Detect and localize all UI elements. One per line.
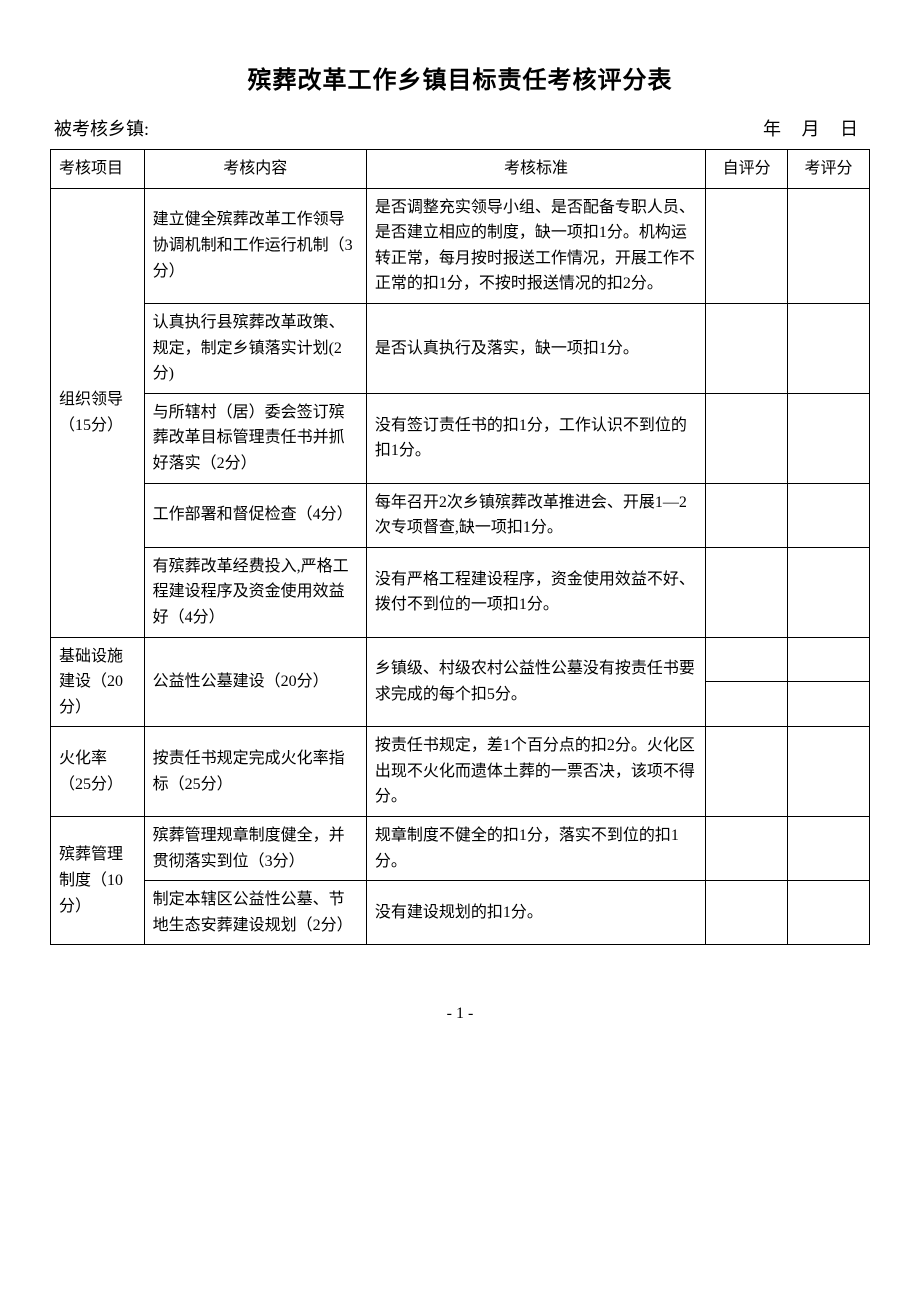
cell-eval-score <box>788 682 870 727</box>
cell-eval-score <box>788 483 870 547</box>
table-row: 认真执行县殡葬改革政策、规定，制定乡镇落实计划(2分) 是否认真执行及落实，缺一… <box>51 303 870 393</box>
cell-category: 火化率（25分） <box>51 727 145 817</box>
assessment-table: 考核项目 考核内容 考核标准 自评分 考评分 组织领导（15分） 建立健全殡葬改… <box>50 149 870 945</box>
table-row: 工作部署和督促检查（4分） 每年召开2次乡镇殡葬改革推进会、开展1—2次专项督查… <box>51 483 870 547</box>
cell-eval-score <box>788 303 870 393</box>
cell-eval-score <box>788 817 870 881</box>
cell-self-score <box>706 303 788 393</box>
cell-content: 殡葬管理规章制度健全，并贯彻落实到位（3分） <box>144 817 366 881</box>
cell-content: 认真执行县殡葬改革政策、规定，制定乡镇落实计划(2分) <box>144 303 366 393</box>
cell-standard: 按责任书规定，差1个百分点的扣2分。火化区出现不火化而遗体土葬的一票否决，该项不… <box>366 727 705 817</box>
cell-eval-score <box>788 393 870 483</box>
table-row: 殡葬管理制度（10分） 殡葬管理规章制度健全，并贯彻落实到位（3分） 规章制度不… <box>51 817 870 881</box>
cell-self-score <box>706 547 788 637</box>
cell-eval-score <box>788 727 870 817</box>
cell-content: 建立健全殡葬改革工作领导协调机制和工作运行机制（3分） <box>144 188 366 303</box>
table-row: 有殡葬改革经费投入,严格工程建设程序及资金使用效益好（4分） 没有严格工程建设程… <box>51 547 870 637</box>
page-number: - 1 - <box>50 1005 870 1023</box>
table-row: 与所辖村（居）委会签订殡葬改革目标管理责任书并抓好落实（2分） 没有签订责任书的… <box>51 393 870 483</box>
document-title: 殡葬改革工作乡镇目标责任考核评分表 <box>50 60 870 95</box>
cell-content: 制定本辖区公益性公墓、节地生态安葬建设规划（2分） <box>144 881 366 945</box>
date-label: 年 月 日 <box>763 115 866 141</box>
table-row: 火化率（25分） 按责任书规定完成火化率指标（25分） 按责任书规定，差1个百分… <box>51 727 870 817</box>
subject-label: 被考核乡镇: <box>54 115 149 141</box>
header-line: 被考核乡镇: 年 月 日 <box>50 115 870 141</box>
cell-self-score <box>706 881 788 945</box>
cell-standard: 没有严格工程建设程序，资金使用效益不好、拨付不到位的一项扣1分。 <box>366 547 705 637</box>
header-content: 考核内容 <box>144 150 366 189</box>
table-row: 制定本辖区公益性公墓、节地生态安葬建设规划（2分） 没有建设规划的扣1分。 <box>51 881 870 945</box>
cell-category: 基础设施建设（20分） <box>51 637 145 727</box>
cell-standard: 是否认真执行及落实，缺一项扣1分。 <box>366 303 705 393</box>
cell-standard: 每年召开2次乡镇殡葬改革推进会、开展1—2次专项督查,缺一项扣1分。 <box>366 483 705 547</box>
cell-eval-score <box>788 547 870 637</box>
cell-category: 组织领导（15分） <box>51 188 145 637</box>
cell-self-score <box>706 727 788 817</box>
cell-eval-score <box>788 188 870 303</box>
cell-category: 殡葬管理制度（10分） <box>51 817 145 945</box>
cell-self-score <box>706 483 788 547</box>
cell-standard: 没有建设规划的扣1分。 <box>366 881 705 945</box>
cell-self-score <box>706 393 788 483</box>
header-category: 考核项目 <box>51 150 145 189</box>
cell-standard: 是否调整充实领导小组、是否配备专职人员、是否建立相应的制度，缺一项扣1分。机构运… <box>366 188 705 303</box>
cell-content: 按责任书规定完成火化率指标（25分） <box>144 727 366 817</box>
cell-standard: 乡镇级、村级农村公益性公墓没有按责任书要求完成的每个扣5分。 <box>366 637 705 727</box>
cell-eval-score <box>788 881 870 945</box>
cell-self-score <box>706 817 788 881</box>
cell-eval-score <box>788 637 870 682</box>
table-body: 组织领导（15分） 建立健全殡葬改革工作领导协调机制和工作运行机制（3分） 是否… <box>51 188 870 945</box>
header-self-score: 自评分 <box>706 150 788 189</box>
cell-content: 有殡葬改革经费投入,严格工程建设程序及资金使用效益好（4分） <box>144 547 366 637</box>
cell-self-score <box>706 637 788 682</box>
cell-content: 与所辖村（居）委会签订殡葬改革目标管理责任书并抓好落实（2分） <box>144 393 366 483</box>
header-eval-score: 考评分 <box>788 150 870 189</box>
cell-content: 公益性公墓建设（20分） <box>144 637 366 727</box>
header-standard: 考核标准 <box>366 150 705 189</box>
cell-self-score <box>706 682 788 727</box>
cell-standard: 规章制度不健全的扣1分，落实不到位的扣1分。 <box>366 817 705 881</box>
table-row: 组织领导（15分） 建立健全殡葬改革工作领导协调机制和工作运行机制（3分） 是否… <box>51 188 870 303</box>
cell-content: 工作部署和督促检查（4分） <box>144 483 366 547</box>
table-row: 基础设施建设（20分） 公益性公墓建设（20分） 乡镇级、村级农村公益性公墓没有… <box>51 637 870 682</box>
cell-standard: 没有签订责任书的扣1分，工作认识不到位的扣1分。 <box>366 393 705 483</box>
cell-self-score <box>706 188 788 303</box>
table-header-row: 考核项目 考核内容 考核标准 自评分 考评分 <box>51 150 870 189</box>
